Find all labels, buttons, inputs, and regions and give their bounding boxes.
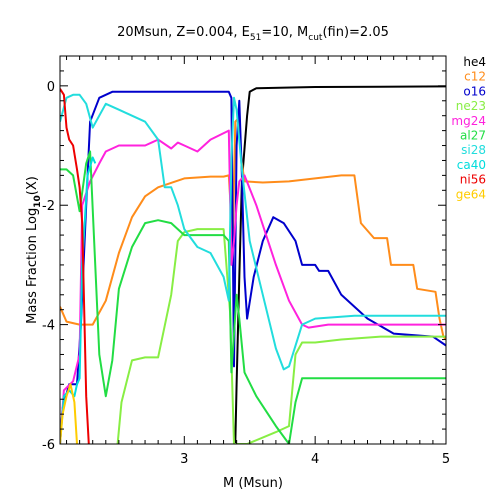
legend-mg24: mg24 bbox=[451, 114, 486, 128]
title-sub-1: 51 bbox=[250, 33, 261, 43]
series-line-ge64 bbox=[60, 383, 78, 444]
y-label-sub: 10 bbox=[33, 195, 43, 208]
series-line-al27 bbox=[60, 150, 446, 444]
y-tick-label: -2 bbox=[42, 199, 55, 214]
x-tick-label: 4 bbox=[311, 452, 319, 467]
chart-title: 20Msun, Z=0.004, E51=10, Mcut(fin)=2.05 bbox=[117, 25, 389, 43]
y-label-text: Mass Fraction Log bbox=[25, 208, 40, 324]
title-text-3: (fin)=2.05 bbox=[322, 25, 388, 40]
legend-al27: al27 bbox=[460, 129, 486, 143]
legend-ca40: ca40 bbox=[457, 158, 486, 172]
y-tick-label: -4 bbox=[42, 319, 55, 334]
legend-ni56: ni56 bbox=[460, 173, 486, 187]
title-text-1: 20Msun, Z=0.004, E bbox=[117, 25, 250, 40]
legend-c12: c12 bbox=[464, 70, 486, 84]
y-axis-label: Mass Fraction Log10(X) bbox=[25, 176, 43, 324]
series-line-mg24 bbox=[60, 129, 446, 444]
y-tick-label: -6 bbox=[42, 438, 55, 453]
series-line-ni56 bbox=[60, 88, 90, 444]
x-tick-label: 3 bbox=[180, 452, 188, 467]
legend-si28: si28 bbox=[461, 143, 486, 157]
x-tick-label: 5 bbox=[442, 452, 450, 467]
legend-ge64: ge64 bbox=[456, 187, 486, 201]
legend-o16: o16 bbox=[463, 84, 486, 98]
y-label-end: (X) bbox=[25, 176, 40, 195]
series-line-ne23 bbox=[116, 228, 446, 444]
legend-ne23: ne23 bbox=[456, 99, 486, 113]
series-line-he4 bbox=[234, 85, 446, 444]
y-tick-label: 0 bbox=[47, 80, 55, 95]
title-sub-2: cut bbox=[308, 33, 323, 43]
series-layer bbox=[60, 85, 446, 444]
legend-he4: he4 bbox=[463, 55, 486, 69]
series-line-si28 bbox=[60, 93, 446, 371]
title-text-2: =10, M bbox=[261, 25, 308, 40]
x-axis-label: M (Msun) bbox=[223, 476, 283, 491]
tick-layer: 3 4 5 0 -2 -4 -6 bbox=[42, 55, 450, 467]
